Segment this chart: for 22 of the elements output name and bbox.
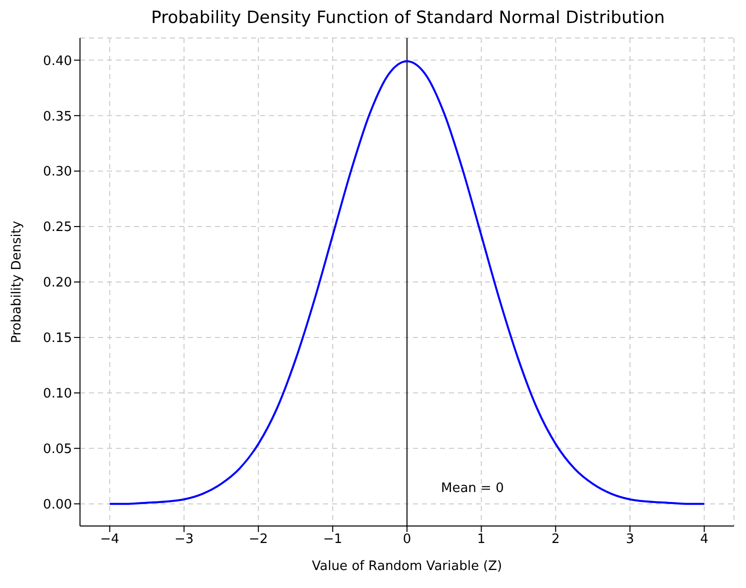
x-tick-label: −3 [174, 532, 194, 548]
x-tick-label: 4 [700, 532, 708, 548]
x-tick-label: −4 [100, 532, 120, 548]
y-tick-label: 0.40 [43, 54, 72, 69]
x-tick-label: −2 [248, 532, 268, 548]
y-tick-label: 0.10 [43, 386, 72, 402]
y-tick-label: 0.00 [43, 497, 72, 512]
x-tick-label: 3 [626, 532, 634, 548]
x-tick-label: 2 [551, 532, 560, 548]
y-tick-label: 0.20 [43, 276, 72, 291]
y-tick-label: 0.35 [43, 109, 72, 124]
x-tick-label: 1 [477, 532, 486, 548]
y-tick-label: 0.30 [43, 164, 72, 180]
chart-title: Probability Density Function of Standard Normal Distribution [150, 8, 666, 30]
y-tick-label: 0.25 [43, 220, 72, 236]
y-axis-title: Probability Density [10, 220, 25, 344]
y-tick-label: 0.05 [43, 442, 72, 457]
ref-line-label: Mean = 0 [441, 481, 504, 496]
x-tick-label: −1 [323, 532, 342, 548]
y-tick-label: 0.15 [43, 331, 72, 346]
x-tick-label: 0 [402, 532, 412, 548]
x-axis-title: Value of Random Variable (Z) [312, 559, 502, 574]
